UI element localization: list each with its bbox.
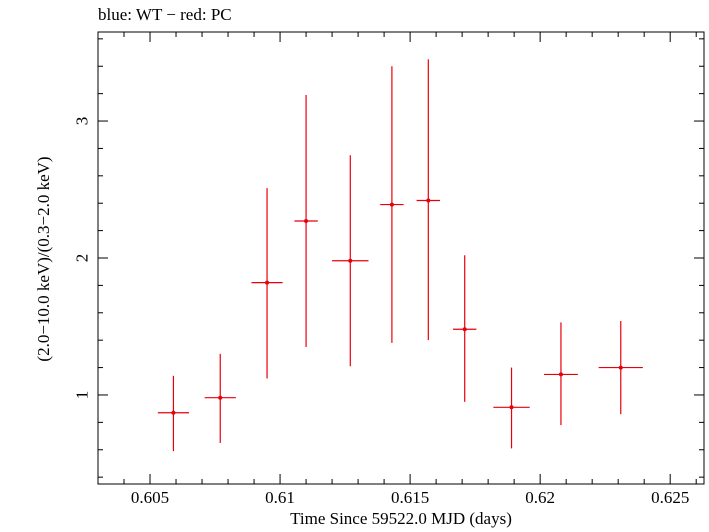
axis-tick-labels: 0.605 0.61 0.615 0.62 0.625 1 2 3 (73, 117, 690, 507)
y-axis-label: (2.0−10.0 keV)/(0.3−2.0 keV) (34, 156, 53, 362)
chart-title: blue: WT − red: PC (98, 5, 232, 24)
data-point (294, 95, 318, 348)
point-marker (348, 258, 353, 263)
point-marker (265, 280, 270, 285)
data-point (416, 59, 441, 341)
x-axis-label: Time Since 59522.0 MJD (days) (290, 509, 512, 528)
point-marker (462, 327, 467, 332)
y-tick-label: 1 (73, 391, 92, 400)
point-marker (558, 372, 563, 377)
x-tick-label: 0.62 (525, 488, 555, 507)
point-marker (618, 365, 623, 370)
data-point (251, 188, 283, 379)
data-point (493, 367, 530, 449)
x-tick-label: 0.61 (265, 488, 295, 507)
axis-ticks (97, 32, 704, 484)
data-point (332, 155, 369, 367)
x-tick-label: 0.615 (391, 488, 429, 507)
x-tick-label: 0.605 (131, 488, 169, 507)
point-marker (304, 219, 309, 224)
y-tick-label: 2 (73, 254, 92, 263)
data-points (157, 59, 643, 452)
point-marker (218, 395, 223, 400)
plot-frame (97, 31, 705, 485)
y-tick-label: 3 (73, 117, 92, 126)
point-marker (389, 202, 394, 207)
data-point (544, 322, 578, 426)
data-point (598, 321, 643, 415)
data-point (204, 353, 236, 443)
point-marker (426, 198, 431, 203)
x-tick-label: 0.625 (651, 488, 689, 507)
point-marker (171, 410, 176, 415)
point-marker (509, 405, 514, 410)
data-point (453, 255, 477, 402)
data-point (157, 375, 190, 452)
data-point (380, 66, 404, 343)
